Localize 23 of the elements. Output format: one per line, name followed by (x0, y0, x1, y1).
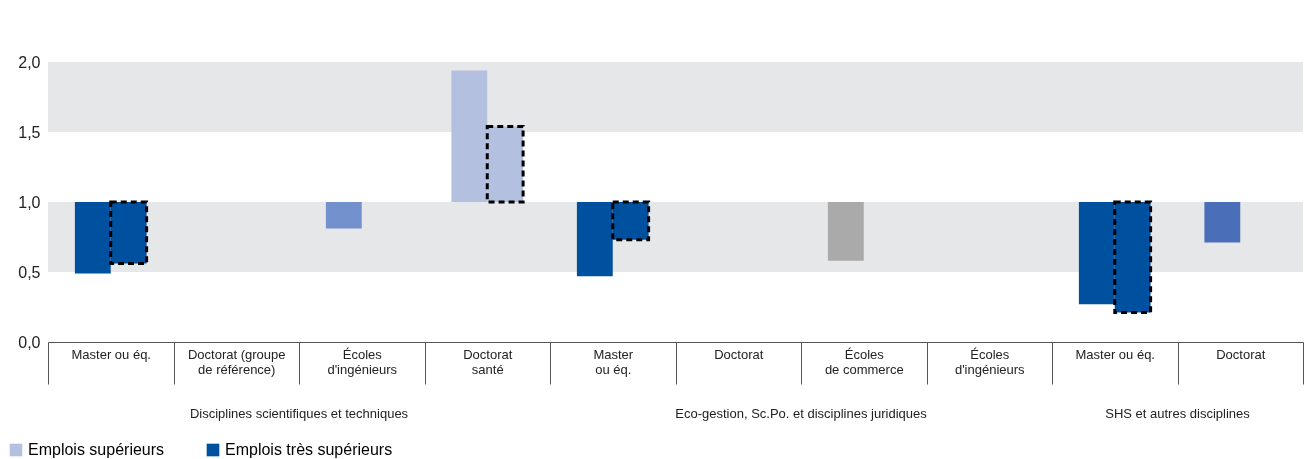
text: Eco-gestion, Sc.Po. et disciplines juridiques (675, 406, 928, 421)
text: Disciplines scientifiques et techniques (189, 406, 409, 421)
legend-label: Emplois supérieurs (28, 441, 165, 458)
y-tick-label: 0,5 (18, 263, 41, 281)
x-tick-label: Doctorat (groupe de référence) (187, 346, 286, 377)
y-tick-label: 0,0 (18, 333, 41, 351)
x-tick-label: Master ou éq. (593, 346, 634, 377)
x-tick-label: Écoles d'ingénieurs (327, 346, 398, 377)
text: SHS et autres disciplines (1105, 406, 1251, 421)
bar (325, 202, 362, 229)
bar (827, 202, 864, 261)
x-tick-label: Master ou éq. (71, 346, 151, 362)
x-tick-label: Doctorat (1216, 346, 1266, 362)
y-tick-label: 1,0 (18, 193, 41, 211)
legend-label: Emplois très supérieurs (225, 441, 393, 458)
x-tick-label: Doctorat santé (463, 346, 513, 377)
x-tick-label: Écoles d'ingénieurs (954, 346, 1026, 377)
x-tick-label: Master ou éq. (1075, 346, 1155, 362)
bar (1204, 202, 1241, 243)
y-tick-label: 2,0 (18, 53, 41, 71)
x-tick-label: Doctorat (714, 346, 764, 362)
y-tick-label: 1,5 (18, 123, 41, 141)
x-tick-label: Écoles de commerce (824, 346, 904, 377)
